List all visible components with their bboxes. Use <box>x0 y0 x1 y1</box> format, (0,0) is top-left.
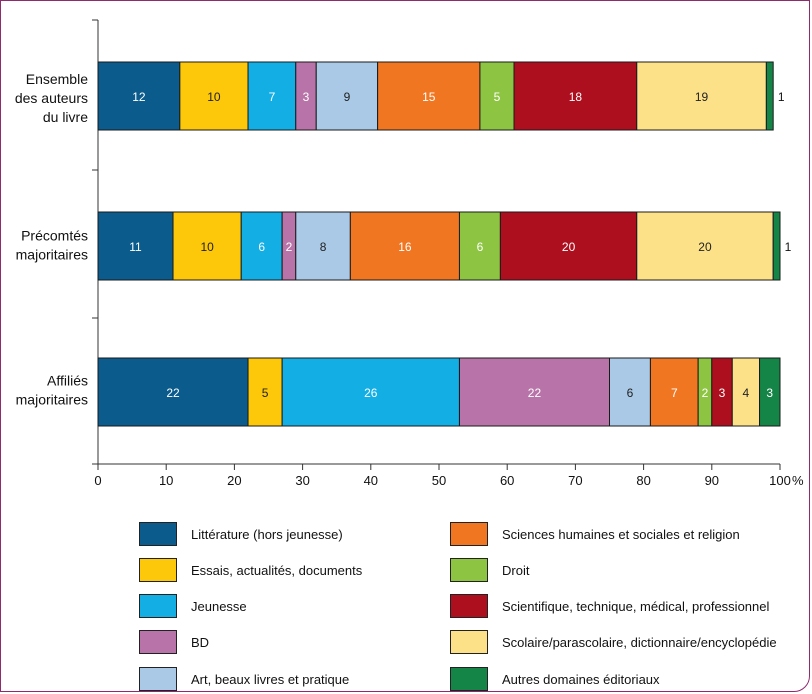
data-label: 7 <box>269 90 276 104</box>
bar-segment-autres-domaines-editoriaux <box>759 357 781 427</box>
bar-segment-sciences-humaines-et-sociales-et-religion <box>349 211 460 281</box>
category-label: majoritaires <box>16 247 88 263</box>
x-tick-label: 40 <box>364 473 378 488</box>
bar-segment-sciences-humaines-et-sociales-et-religion <box>649 357 699 427</box>
category-label: du livre <box>43 109 88 125</box>
data-label: 12 <box>132 90 146 104</box>
bar-segment-art-beaux-livres-et-pratique <box>609 357 651 427</box>
category-label: Ensemble <box>26 71 88 87</box>
data-label: 5 <box>262 386 269 400</box>
bar-segment-sciences-humaines-et-sociales-et-religion <box>377 61 481 131</box>
x-tick-label: 50 <box>432 473 446 488</box>
x-tick-label: 70 <box>568 473 582 488</box>
data-label: 11 <box>129 240 142 254</box>
category-label: des auteurs <box>15 90 88 106</box>
data-label: 3 <box>719 386 726 400</box>
data-label: 10 <box>207 90 221 104</box>
x-tick-label: 10 <box>159 473 173 488</box>
bar-segment-essais-actualites-documents <box>247 357 283 427</box>
x-tick-label: 20 <box>227 473 241 488</box>
bar-segment-scientifique-technique-medical-professionnel <box>513 61 638 131</box>
data-label: 2 <box>702 386 709 400</box>
data-label: 19 <box>695 90 709 104</box>
bar-segment-essais-actualites-documents <box>179 61 249 131</box>
data-label: 3 <box>303 90 310 104</box>
data-label: 4 <box>743 386 750 400</box>
bar-segment-essais-actualites-documents <box>172 211 242 281</box>
bar-segment-jeunesse <box>281 357 460 427</box>
data-label: 22 <box>528 386 542 400</box>
data-label: 7 <box>671 386 678 400</box>
x-axis-unit: % <box>792 473 804 488</box>
data-label: 22 <box>166 386 180 400</box>
bar-segment-bd <box>458 357 610 427</box>
bar-segment-litterature-hors-jeunesse <box>97 211 174 281</box>
data-label: 2 <box>286 240 293 254</box>
data-label: 15 <box>422 90 436 104</box>
x-tick-label: 90 <box>705 473 719 488</box>
bar-segment-scolaire-parascolaire-dictionnaire-encyclopedie <box>636 211 774 281</box>
data-label: 6 <box>627 386 634 400</box>
data-label: 3 <box>766 386 773 400</box>
data-label: 20 <box>562 240 576 254</box>
data-label: 1 <box>785 240 792 254</box>
data-label: 10 <box>200 240 214 254</box>
x-tick-label: 100 <box>769 473 791 488</box>
data-label: 16 <box>398 240 412 254</box>
bar-segment-art-beaux-livres-et-pratique <box>295 211 351 281</box>
data-label: 8 <box>320 240 327 254</box>
bar-segment-autres-domaines-editoriaux <box>772 211 781 281</box>
data-label: 1 <box>778 90 785 104</box>
data-label: 18 <box>569 90 583 104</box>
data-label: 5 <box>494 90 501 104</box>
bar-segment-autres-domaines-editoriaux <box>765 61 774 131</box>
category-label: Affiliés <box>47 373 88 389</box>
x-tick-label: 0 <box>94 473 101 488</box>
category-label: Précomtés <box>21 228 88 244</box>
bar-segment-litterature-hors-jeunesse <box>97 357 249 427</box>
data-label: 9 <box>344 90 351 104</box>
data-label: 6 <box>258 240 265 254</box>
category-label: majoritaires <box>16 392 88 408</box>
x-tick-label: 30 <box>295 473 309 488</box>
bar-segment-droit <box>479 61 515 131</box>
data-label: 6 <box>477 240 484 254</box>
data-label: 20 <box>698 240 712 254</box>
x-tick-label: 80 <box>636 473 650 488</box>
bar-segment-scolaire-parascolaire-dictionnaire-encyclopedie <box>636 61 767 131</box>
data-label: 26 <box>364 386 378 400</box>
x-tick-label: 60 <box>500 473 514 488</box>
bar-segment-scientifique-technique-medical-professionnel <box>499 211 638 281</box>
